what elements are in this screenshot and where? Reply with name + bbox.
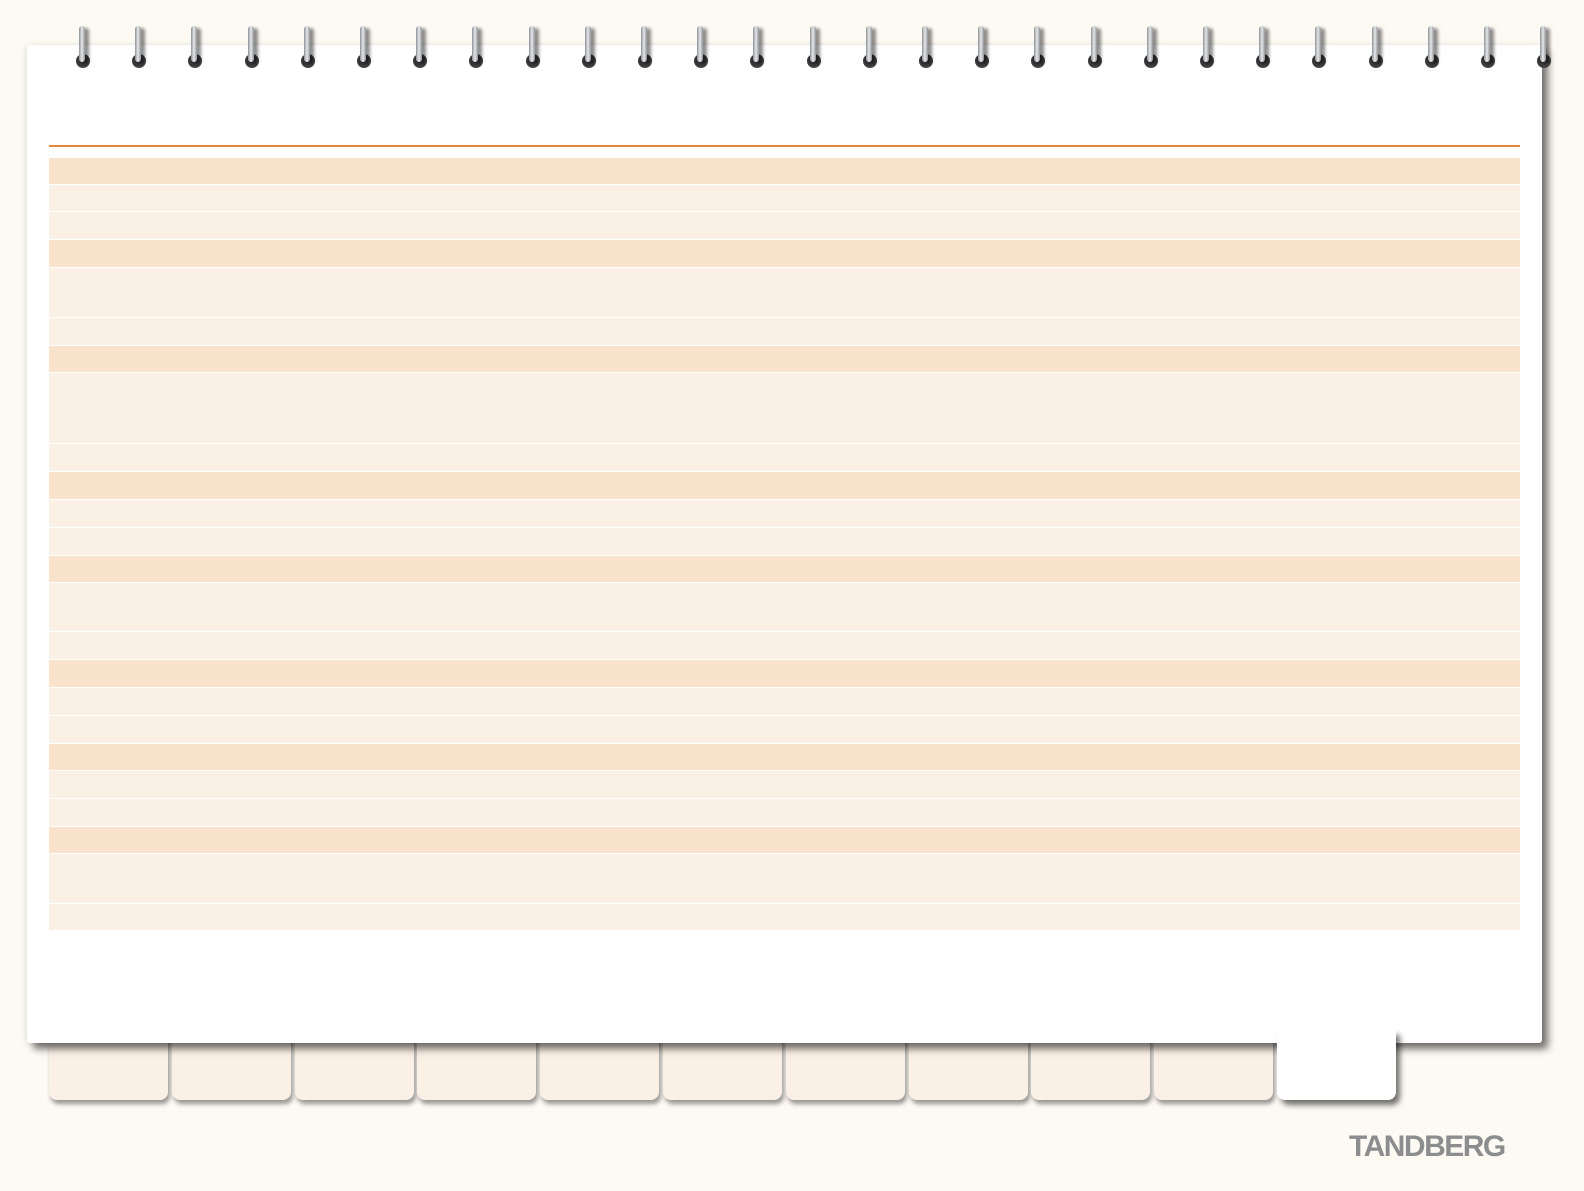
ring-wire — [1203, 26, 1209, 62]
spiral-ring-icon — [750, 26, 765, 70]
table-row — [49, 771, 1520, 799]
ring-wire — [922, 26, 928, 62]
table — [49, 158, 1520, 931]
ring-wire — [1034, 26, 1041, 62]
table-header-row — [49, 240, 1520, 268]
spiral-ring-icon — [1481, 26, 1495, 70]
table-row — [49, 583, 1520, 632]
spiral-ring-icon — [1087, 26, 1102, 70]
spiral-ring-icon — [638, 26, 652, 70]
ring-wire — [135, 26, 142, 62]
table-header-row — [49, 346, 1520, 373]
spiral-ring-icon — [1031, 26, 1046, 70]
spiral-ring-icon — [469, 26, 484, 70]
table-row — [49, 854, 1520, 904]
ring-wire — [472, 26, 479, 62]
ring-wire — [809, 26, 816, 62]
table-row — [49, 632, 1520, 660]
spiral-ring-icon — [1537, 26, 1552, 70]
ring-wire — [1427, 26, 1434, 62]
ring-wire — [865, 26, 872, 62]
table-header-row — [49, 556, 1520, 583]
table-row — [49, 373, 1520, 444]
ring-wire — [1146, 26, 1153, 62]
table-row — [49, 185, 1520, 212]
spiral-ring-icon — [862, 26, 877, 70]
spiral-ring-icon — [1312, 26, 1327, 70]
ring-wire — [1371, 26, 1378, 62]
table-header-row — [49, 827, 1520, 854]
table-header-row — [49, 158, 1520, 185]
spiral-ring-icon — [132, 26, 147, 70]
ring-wire — [1315, 26, 1322, 62]
ring-wire — [303, 26, 310, 62]
ring-wire — [1259, 26, 1266, 62]
ring-wire — [360, 26, 366, 62]
ring-wire — [1484, 26, 1490, 62]
spiral-ring-icon — [806, 26, 821, 70]
spiral-ring-icon — [1143, 26, 1158, 70]
ring-wire — [416, 26, 423, 62]
tab-active[interactable] — [1277, 1030, 1396, 1100]
ring-wire — [697, 26, 704, 62]
tandberg-logo: TANDBERG — [1349, 1130, 1506, 1163]
table-header-row — [49, 660, 1520, 688]
spiral-ring-icon — [694, 26, 709, 70]
ring-wire — [1540, 26, 1547, 62]
spiral-ring-icon — [975, 26, 990, 70]
spiral-ring-icon — [919, 26, 933, 70]
spiral-ring-icon — [1256, 26, 1271, 70]
spiral-ring-icon — [1368, 26, 1383, 70]
spiral-ring-icon — [525, 26, 540, 70]
title-rule — [49, 145, 1520, 147]
ring-wire — [528, 26, 535, 62]
table-row — [49, 318, 1520, 346]
ring-wire — [753, 26, 760, 62]
spiral-ring-icon — [413, 26, 428, 70]
table-header-row — [49, 744, 1520, 771]
ring-wire — [641, 26, 647, 62]
spiral-ring-icon — [1424, 26, 1439, 70]
table-row — [49, 268, 1520, 318]
table-row — [49, 688, 1520, 716]
spiral-ring-icon — [300, 26, 315, 70]
table-row — [49, 799, 1520, 827]
ring-wire — [1090, 26, 1097, 62]
ring-wire — [191, 26, 198, 62]
table-row — [49, 904, 1520, 931]
table-row — [49, 528, 1520, 556]
spiral-ring-icon — [1200, 26, 1214, 70]
spiral-ring-icon — [244, 26, 259, 70]
ring-wire — [584, 26, 591, 62]
table-header-row — [49, 472, 1520, 500]
spiral-ring-icon — [188, 26, 203, 70]
ring-wire — [978, 26, 985, 62]
table-row — [49, 444, 1520, 472]
spiral-ring-icon — [76, 26, 90, 70]
table-row — [49, 716, 1520, 744]
ring-wire — [247, 26, 254, 62]
ring-wire — [79, 26, 85, 62]
spiral-ring-icon — [581, 26, 596, 70]
table-row — [49, 212, 1520, 240]
table-row — [49, 500, 1520, 528]
spiral-ring-icon — [357, 26, 371, 70]
